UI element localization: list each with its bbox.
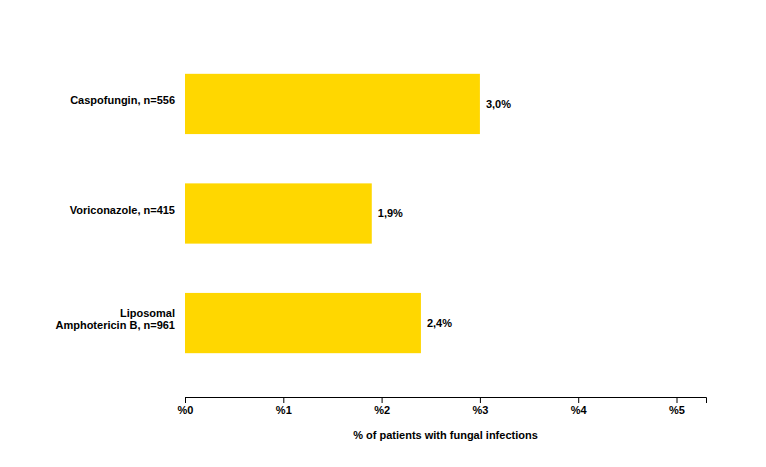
x-tick: %4	[571, 397, 588, 416]
x-tick-label: %0	[178, 404, 194, 416]
x-tick-mark	[677, 397, 678, 403]
x-tick-label: %5	[669, 404, 685, 416]
x-tick: %5	[669, 397, 685, 416]
bars	[185, 74, 480, 353]
x-tick: %1	[276, 397, 292, 416]
y-tick-label: Voriconazole, n=415	[70, 204, 175, 216]
y-tick-label-line: Voriconazole, n=415	[70, 204, 175, 216]
x-axis-line	[186, 398, 707, 404]
x-tick-label: %1	[276, 404, 292, 416]
y-axis: LiposomalAmphotericin B, n=961 Voriconazo…	[55, 94, 175, 331]
y-tick: Voriconazole, n=415	[70, 204, 175, 216]
x-tick-mark	[480, 397, 481, 403]
y-tick-label: LiposomalAmphotericin B, n=961	[55, 307, 175, 332]
x-tick-label: %3	[472, 404, 488, 416]
data-label: 2,4%	[427, 317, 452, 329]
y-tick-label-line: Caspofungin, n=556	[70, 94, 175, 106]
y-tick: LiposomalAmphotericin B, n=961	[55, 307, 175, 332]
x-axis-title: % of patients with fungal infections	[353, 429, 538, 441]
y-tick-label-line: Amphotericin B, n=961	[55, 319, 175, 331]
x-tick: %3	[472, 397, 488, 416]
y-tick: Caspofungin, n=556	[70, 94, 175, 106]
y-tick-label-line: Liposomal	[120, 307, 175, 319]
x-tick: %2	[374, 397, 390, 416]
bar	[185, 74, 480, 134]
x-tick-mark	[283, 397, 284, 403]
plot: %0 %1 %2 %3 %4 %5 LiposomalAmphotericin B, n=9…	[55, 74, 706, 441]
data-labels: 2,4% 1,9% 3,0%	[378, 98, 511, 329]
x-tick: %0	[178, 397, 194, 416]
y-tick-label: Caspofungin, n=556	[70, 94, 175, 106]
bar	[185, 293, 421, 353]
x-tick-mark	[382, 397, 383, 403]
x-tick-label: %4	[571, 404, 588, 416]
data-label: 1,9%	[378, 207, 403, 219]
bar	[185, 183, 372, 243]
x-tick-mark	[185, 397, 186, 403]
x-axis: %0 %1 %2 %3 %4 %5	[178, 397, 707, 416]
data-label: 3,0%	[486, 98, 511, 110]
x-tick-mark	[578, 397, 579, 403]
chart: %0 %1 %2 %3 %4 %5 LiposomalAmphotericin B, n=9…	[0, 0, 766, 467]
x-tick-label: %2	[374, 404, 390, 416]
